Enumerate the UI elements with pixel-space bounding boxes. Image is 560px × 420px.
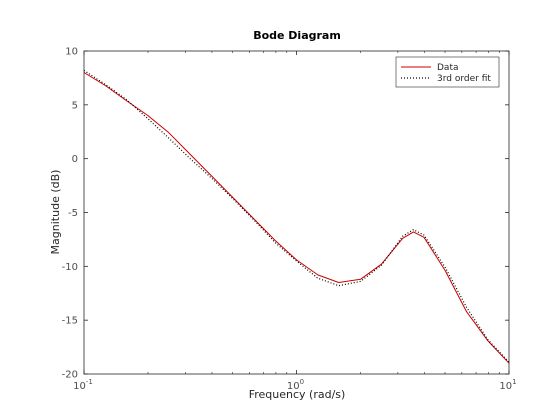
legend: Data 3rd order fit	[395, 56, 500, 88]
y-axis-label: Magnitude (dB)	[49, 170, 62, 255]
series-layer	[83, 69, 510, 364]
y-ticks: 10 5 0 -5 -10 -15 -20	[62, 47, 509, 381]
series-line-0	[83, 72, 510, 364]
x-ticks: 10-1 100 101	[73, 51, 517, 392]
x-tick-label: 100	[287, 378, 304, 392]
y-tick-label: 5	[72, 100, 78, 111]
y-tick-label: -10	[62, 262, 78, 273]
y-tick-label: 0	[72, 154, 78, 165]
plot-area	[84, 51, 509, 374]
x-tick-label: 10-1	[73, 378, 93, 392]
y-tick-label: -15	[62, 316, 78, 327]
x-tick-label: 101	[499, 378, 516, 392]
legend-label-fit: 3rd order fit	[437, 74, 491, 84]
y-tick-label: -5	[68, 208, 78, 219]
y-tick-label: 10	[65, 47, 78, 58]
y-tick-label: -20	[62, 370, 78, 381]
legend-box	[395, 56, 500, 88]
x-axis-label: Frequency (rad/s)	[249, 388, 346, 401]
legend-label-data: Data	[437, 63, 459, 73]
chart-title: Bode Diagram	[253, 29, 341, 42]
